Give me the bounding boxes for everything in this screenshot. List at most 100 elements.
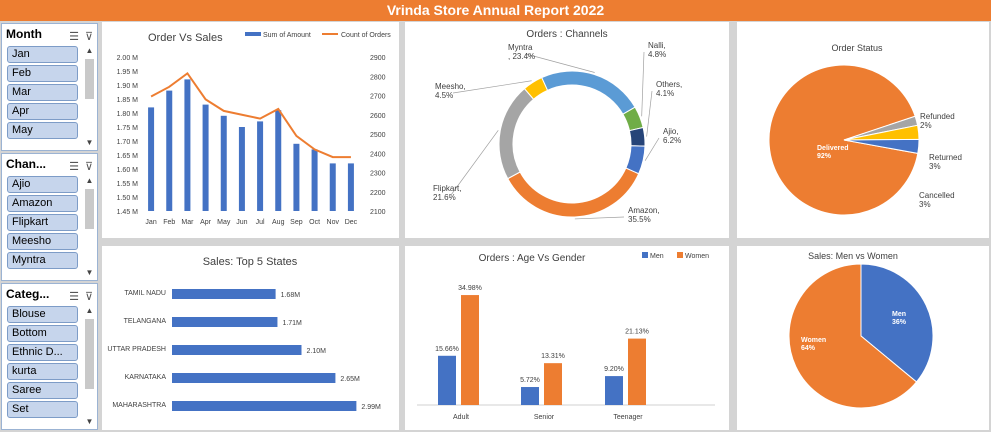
- data-label: Flipkart, 21.6%: [433, 184, 461, 202]
- bar-amount: [238, 127, 245, 211]
- data-label: Others, 4.1%: [656, 80, 682, 98]
- x-tick: Nov: [327, 219, 340, 226]
- chart-title: Order Vs Sales: [148, 32, 223, 44]
- x-tick: Jan: [145, 219, 156, 226]
- slice-myntra: [541, 70, 636, 115]
- bar-amount: [184, 79, 191, 212]
- legend-label-amount: Sum of Amount: [263, 32, 311, 39]
- x-tick: Jul: [256, 219, 265, 226]
- data-label: 9.20%: [604, 366, 624, 373]
- slicer-item[interactable]: Amazon: [7, 195, 78, 212]
- y-tick-left: 1.60 M: [117, 167, 139, 174]
- orders-channels-chart: Orders : Channels Amazon, 35.5% Flipkart, 21…: [433, 29, 682, 224]
- y-tick-right: 2700: [370, 94, 386, 101]
- scroll-thumb[interactable]: [85, 59, 94, 99]
- bar-state: [172, 345, 302, 355]
- slice-cancelled: [843, 138, 920, 155]
- slicer-item[interactable]: Blouse: [7, 306, 78, 323]
- data-label: Meesho, 4.5%: [435, 82, 466, 100]
- y-tick-left: 1.70 M: [117, 139, 139, 146]
- slicer-scrollbar[interactable]: ▲ ▼: [84, 306, 95, 427]
- bar-amount: [347, 163, 354, 211]
- slicer-header: Chan... ☰ ⊽: [2, 154, 97, 174]
- slicer-scrollbar[interactable]: ▲ ▼: [84, 46, 95, 148]
- scroll-thumb[interactable]: [85, 319, 94, 389]
- slicer-item[interactable]: Apr: [7, 103, 78, 120]
- slicer-item[interactable]: Ethnic D...: [7, 344, 78, 361]
- leader-line: [452, 80, 532, 94]
- y-tick: UTTAR PRADESH: [107, 346, 166, 353]
- data-label: 13.31%: [541, 353, 565, 360]
- slicer-tools: ☰ ⊽: [63, 27, 93, 47]
- slicer-item[interactable]: Jan: [7, 46, 78, 63]
- legend-label-men: Men: [650, 253, 664, 260]
- bar-amount: [275, 110, 282, 211]
- y-tick-left: 1.50 M: [117, 195, 139, 202]
- clear-filter-icon[interactable]: ⊽: [84, 161, 93, 173]
- data-label: 2.99M: [361, 404, 381, 411]
- x-tick: Feb: [163, 219, 175, 226]
- slicer-scrollbar[interactable]: ▲ ▼: [84, 176, 95, 278]
- scroll-down-icon[interactable]: ▼: [85, 268, 94, 277]
- slicer-item[interactable]: May: [7, 122, 78, 139]
- y-tick-left: 1.55 M: [117, 181, 139, 188]
- scroll-up-icon[interactable]: ▲: [85, 176, 94, 185]
- x-tick: Senior: [534, 414, 555, 421]
- slicer-title: Categ...: [6, 287, 50, 301]
- bar-women: [461, 295, 479, 405]
- slicer-item[interactable]: Bottom: [7, 325, 78, 342]
- y-tick-left: 1.90 M: [117, 83, 139, 90]
- slicer-header: Categ... ☰ ⊽: [2, 284, 97, 304]
- slicer-item[interactable]: Flipkart: [7, 214, 78, 231]
- leader-line: [644, 137, 660, 161]
- chart-title: Orders : Age Vs Gender: [479, 253, 586, 264]
- multi-select-icon[interactable]: ☰: [69, 31, 79, 43]
- category-slicer[interactable]: Categ... ☰ ⊽ Blouse Bottom Ethnic D... kurta Sa…: [1, 283, 98, 430]
- line-orders: [150, 71, 351, 159]
- scroll-down-icon[interactable]: ▼: [85, 138, 94, 147]
- slice-amazon: [507, 167, 640, 218]
- data-label: Nalli, 4.8%: [648, 41, 666, 59]
- chart-title: Orders : Channels: [526, 29, 607, 40]
- y-tick-right: 2800: [370, 74, 386, 81]
- top-states-panel: Sales: Top 5 States TAMIL NADU 1.68M TELANG…: [102, 246, 399, 430]
- data-label: 15.66%: [435, 346, 459, 353]
- bar-women: [628, 338, 646, 405]
- slicer-item[interactable]: kurta: [7, 363, 78, 380]
- data-label: 1.71M: [282, 320, 302, 327]
- leader-line: [646, 90, 653, 137]
- scroll-up-icon[interactable]: ▲: [85, 46, 94, 55]
- slicer-item[interactable]: Mar: [7, 84, 78, 101]
- scroll-down-icon[interactable]: ▼: [85, 417, 94, 426]
- slicer-item[interactable]: Myntra: [7, 252, 78, 269]
- scroll-thumb[interactable]: [85, 189, 94, 229]
- y-tick-right: 2200: [370, 190, 386, 197]
- channel-slicer[interactable]: Chan... ☰ ⊽ Ajio Amazon Flipkart Meesho Myntra ▲…: [1, 153, 98, 281]
- clear-filter-icon[interactable]: ⊽: [84, 291, 93, 303]
- data-label: 21.13%: [625, 329, 649, 336]
- clear-filter-icon[interactable]: ⊽: [84, 31, 93, 43]
- data-label: Returned 3%: [929, 153, 962, 171]
- y-tick: TAMIL NADU: [124, 290, 166, 297]
- slicer-item[interactable]: Saree: [7, 382, 78, 399]
- bar-men: [438, 355, 456, 405]
- slicer-item[interactable]: Ajio: [7, 176, 78, 193]
- x-tick: Adult: [453, 414, 469, 421]
- month-slicer[interactable]: Month ☰ ⊽ Jan Feb Mar Apr May ▲ ▼: [1, 23, 98, 151]
- scroll-up-icon[interactable]: ▲: [85, 306, 94, 315]
- bar-amount: [293, 143, 300, 211]
- bar-state: [172, 373, 336, 383]
- slicer-item[interactable]: Set: [7, 401, 78, 418]
- slicer-tools: ☰ ⊽: [63, 157, 93, 177]
- slice-others: [628, 126, 646, 147]
- x-tick: Aug: [272, 219, 285, 226]
- multi-select-icon[interactable]: ☰: [69, 291, 79, 303]
- bar-men: [521, 387, 539, 405]
- slicer-tools: ☰ ⊽: [63, 287, 93, 307]
- multi-select-icon[interactable]: ☰: [69, 161, 79, 173]
- slicer-item[interactable]: Meesho: [7, 233, 78, 250]
- data-label: Men 36%: [892, 311, 907, 326]
- data-label: Refunded 2%: [920, 112, 955, 130]
- data-label: 1.68M: [281, 292, 301, 299]
- slicer-item[interactable]: Feb: [7, 65, 78, 82]
